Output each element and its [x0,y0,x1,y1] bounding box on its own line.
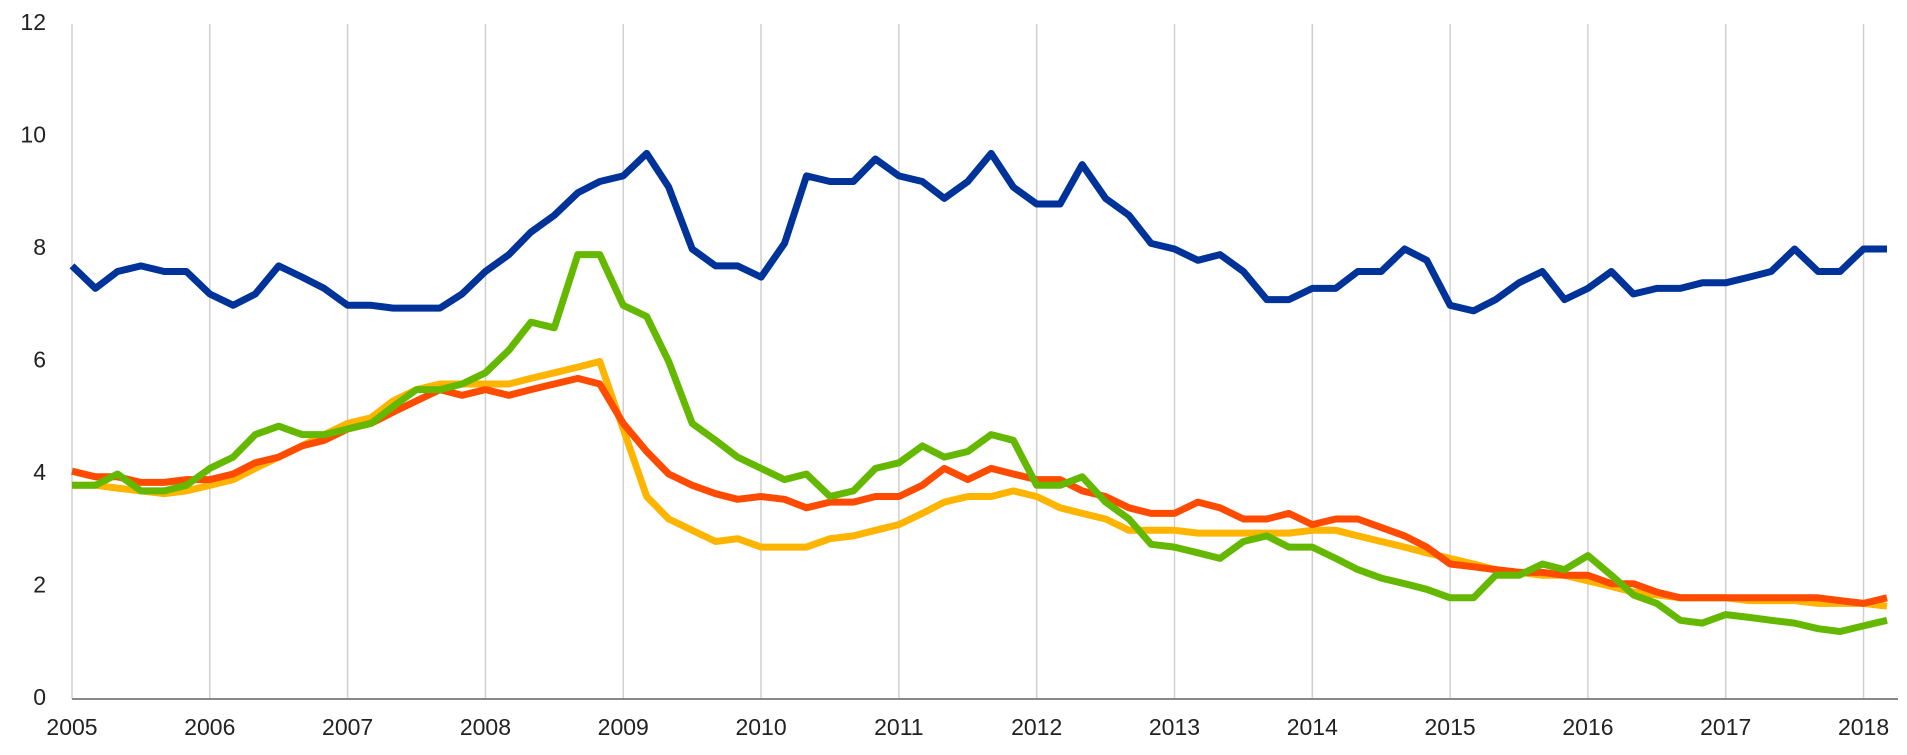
series-line [72,358,1888,610]
series-line [71,374,1888,607]
x-tick-label: 2016 [1562,714,1613,740]
x-tick-label: 2013 [1149,714,1200,740]
series-line [72,251,1888,635]
y-tick-label: 8 [33,234,46,260]
y-tick-label: 4 [33,459,46,485]
x-tick-label: 2018 [1838,714,1889,740]
x-tick-label: 2012 [1011,714,1062,740]
x-tick-label: 2014 [1287,714,1338,740]
x-tick-label: 2008 [460,714,511,740]
x-tick-label: 2009 [598,714,649,740]
x-tick-label: 2011 [874,714,923,740]
x-tick-label: 2007 [322,714,373,740]
y-tick-label: 2 [33,572,46,598]
x-tick-label: 2015 [1425,714,1476,740]
x-tick-label: 2006 [184,714,235,740]
series-line [69,149,1887,315]
x-tick-label: 2017 [1700,714,1751,740]
y-tick-label: 12 [20,9,46,35]
y-tick-label: 10 [20,122,46,148]
x-tick-label: 2005 [46,714,97,740]
x-tick-label: 2010 [735,714,786,740]
y-tick-label: 0 [33,684,46,710]
y-tick-label: 6 [33,347,46,373]
